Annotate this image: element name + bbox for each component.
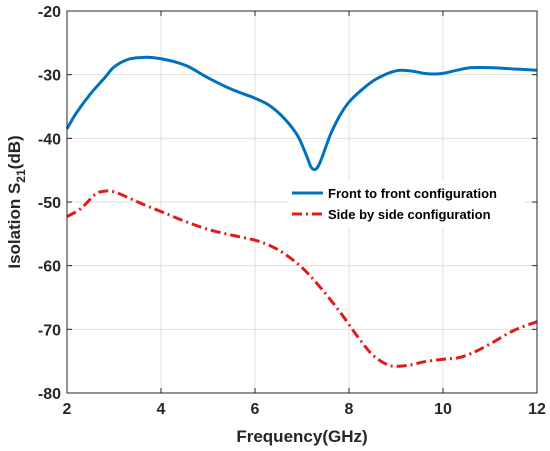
- tick-layer: 2 4 6 8 10 12 -80 -70 -60 -50 -40 -30 -20: [38, 4, 546, 418]
- y-axis-label-subscript: 21: [14, 169, 28, 183]
- x-tick-label: 12: [528, 401, 546, 418]
- y-tick-label: -60: [38, 259, 61, 276]
- y-tick-label: -50: [38, 195, 61, 212]
- x-tick-label: 2: [63, 401, 72, 418]
- y-axis-label: Isolation S21(dB): [5, 135, 28, 268]
- legend-label-side-by-side: Side by side configuration: [328, 207, 491, 222]
- series-layer: [65, 55, 538, 368]
- y-tick-label: -30: [38, 68, 61, 85]
- legend-label-front-to-front: Front to front configuration: [328, 186, 497, 201]
- legend-box: [288, 181, 524, 227]
- y-tick-label: -20: [38, 4, 61, 21]
- x-tick-label: 8: [345, 401, 354, 418]
- x-tick-label: 6: [251, 401, 260, 418]
- y-tick-label: -70: [38, 322, 61, 339]
- x-axis-label: Frequency(GHz): [236, 427, 367, 446]
- legend: Front to front configuration Side by sid…: [288, 181, 524, 227]
- x-tick-label: 4: [157, 401, 166, 418]
- y-tick-label: -40: [38, 131, 61, 148]
- y-tick-label: -80: [38, 386, 61, 403]
- series-line-0: [65, 55, 538, 172]
- x-tick-label: 10: [434, 401, 452, 418]
- y-axis-label-main: Isolation S: [5, 183, 24, 269]
- y-axis-label-unit: (dB): [5, 135, 24, 169]
- series-line-1: [66, 189, 538, 368]
